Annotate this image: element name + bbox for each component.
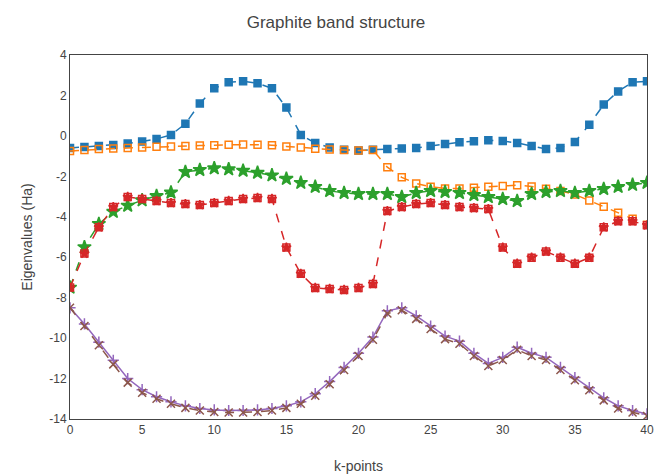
svg-text:k-points: k-points [334, 458, 383, 474]
svg-text:-8: -8 [56, 291, 67, 305]
svg-text:Graphite band structure: Graphite band structure [247, 13, 426, 32]
svg-text:40: 40 [640, 423, 654, 437]
svg-text:5: 5 [139, 423, 146, 437]
svg-text:Eigenvalues (Ha): Eigenvalues (Ha) [19, 183, 35, 290]
svg-text:35: 35 [568, 423, 582, 437]
svg-text:-14: -14 [49, 412, 67, 426]
svg-text:-12: -12 [49, 372, 67, 386]
svg-text:0: 0 [67, 423, 74, 437]
svg-text:2: 2 [60, 89, 67, 103]
svg-text:30: 30 [496, 423, 510, 437]
svg-text:-6: -6 [56, 250, 67, 264]
svg-text:25: 25 [424, 423, 438, 437]
svg-text:10: 10 [208, 423, 222, 437]
svg-text:-2: -2 [56, 170, 67, 184]
svg-text:20: 20 [352, 423, 366, 437]
svg-text:0: 0 [60, 129, 67, 143]
svg-text:-4: -4 [56, 210, 67, 224]
svg-text:-10: -10 [49, 331, 67, 345]
svg-text:15: 15 [280, 423, 294, 437]
svg-text:4: 4 [60, 48, 67, 62]
